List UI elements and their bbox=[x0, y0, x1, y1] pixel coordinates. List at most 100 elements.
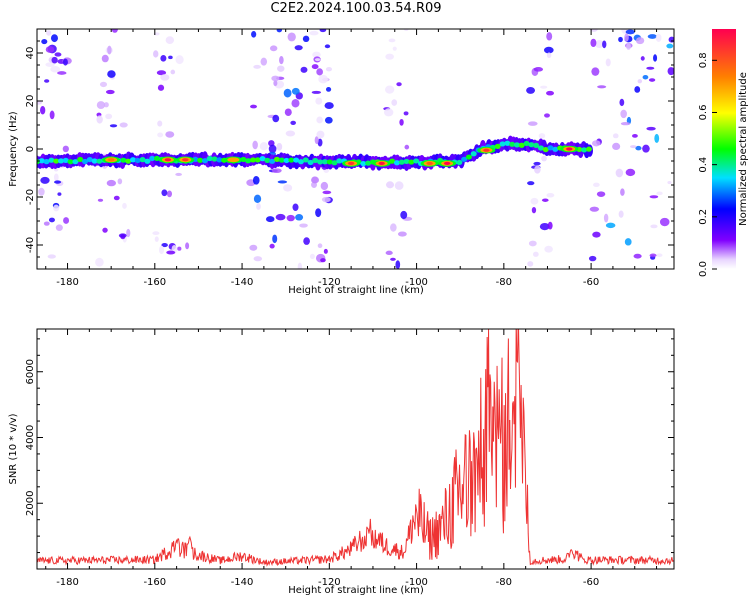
noise-blob bbox=[53, 173, 59, 182]
ridge-core-cell bbox=[533, 142, 540, 148]
ridge-core-cell bbox=[278, 157, 285, 163]
noise-blob bbox=[541, 198, 549, 202]
noise-blob bbox=[612, 142, 621, 151]
colorbar-tick-label: 0.8 bbox=[698, 52, 709, 68]
noise-blob bbox=[533, 67, 544, 72]
noise-blob bbox=[603, 213, 609, 223]
noise-blob bbox=[96, 115, 103, 124]
noise-blob bbox=[302, 35, 310, 43]
colorbar: 0.0 0.2 0.4 0.6 0.8 Normalized spectral ampl… bbox=[698, 29, 749, 277]
noise-blob bbox=[320, 258, 326, 263]
x-tick-label: -140 bbox=[231, 277, 254, 288]
noise-blob bbox=[117, 178, 123, 185]
ridge-core-cell bbox=[81, 158, 88, 165]
noise-blob bbox=[546, 52, 552, 59]
noise-blob bbox=[41, 39, 48, 45]
noise-blob bbox=[53, 204, 60, 212]
noise-blob bbox=[632, 134, 638, 138]
noise-blob bbox=[111, 29, 118, 33]
noise-blob bbox=[626, 43, 631, 50]
noise-blob bbox=[590, 38, 597, 48]
ridge-core-cell bbox=[393, 160, 400, 166]
x-tick-label: -80 bbox=[496, 577, 512, 588]
noise-blob bbox=[314, 58, 321, 62]
x-tick-label: -100 bbox=[405, 577, 428, 588]
spectrogram-axes: -180 -160 -140 -120 -100 -80 -60 -40 -20 0 20 40 bbox=[25, 29, 674, 288]
y-tick-label: 6000 bbox=[25, 359, 36, 384]
ridge-peak-core bbox=[483, 148, 490, 152]
noise-blob bbox=[113, 195, 120, 201]
ridge-core-cell bbox=[273, 156, 280, 162]
noise-blob bbox=[635, 37, 645, 45]
noise-blob bbox=[297, 262, 303, 269]
colorbar-tick-label: 0.6 bbox=[698, 105, 709, 121]
ridge-core-cell bbox=[542, 146, 549, 153]
noise-blob bbox=[593, 182, 600, 188]
noise-blob bbox=[620, 109, 627, 119]
ridge-core-cell bbox=[125, 158, 132, 164]
ridge-core-cell bbox=[288, 157, 295, 163]
y-tick-label: -40 bbox=[25, 237, 36, 253]
ridge-core-cell bbox=[96, 158, 103, 164]
noise-blob bbox=[284, 108, 292, 117]
ridge-core-cell bbox=[48, 157, 55, 163]
noise-blob bbox=[312, 51, 321, 58]
noise-blob bbox=[646, 126, 656, 131]
spectrogram-marks bbox=[37, 29, 674, 269]
noise-blob bbox=[38, 187, 45, 196]
ridge-peak-core bbox=[230, 158, 237, 162]
noise-blob bbox=[318, 74, 328, 84]
ridge-core-cell bbox=[518, 142, 525, 148]
ridge-core-cell bbox=[528, 142, 535, 148]
noise-blob bbox=[63, 217, 70, 224]
noise-blob bbox=[385, 250, 393, 256]
noise-blob bbox=[45, 46, 55, 53]
spectrogram-panel: -180 -160 -140 -120 -100 -80 -60 -40 -20 0 20 40 He… bbox=[8, 28, 675, 296]
noise-blob bbox=[252, 175, 260, 185]
noise-blob bbox=[105, 89, 115, 95]
ridge-peak-core bbox=[566, 147, 573, 151]
noise-blob bbox=[47, 254, 56, 259]
noise-blob bbox=[403, 111, 409, 116]
noise-blob bbox=[605, 222, 616, 229]
noise-blob bbox=[546, 90, 554, 96]
y-tick-label: 4000 bbox=[25, 425, 36, 450]
ridge-core-cell bbox=[67, 159, 74, 165]
noise-blob bbox=[250, 104, 258, 109]
ridge-core-cell bbox=[269, 158, 276, 164]
noise-blob bbox=[666, 43, 674, 49]
noise-blob bbox=[391, 99, 398, 106]
noise-blob bbox=[295, 214, 304, 221]
y-tick-label: 20 bbox=[25, 95, 36, 108]
ridge-core-cell bbox=[57, 158, 64, 164]
noise-blob bbox=[546, 32, 553, 41]
noise-blob bbox=[160, 74, 170, 81]
ridge-core-cell bbox=[129, 157, 136, 163]
x-tick-label: -180 bbox=[56, 577, 79, 588]
x-tick-label: -100 bbox=[405, 277, 428, 288]
ridge-core-cell bbox=[86, 156, 93, 163]
noise-blob bbox=[591, 67, 600, 76]
noise-blob bbox=[317, 138, 323, 147]
noise-blob bbox=[655, 33, 662, 42]
noise-blob bbox=[324, 44, 331, 49]
noise-blob bbox=[323, 248, 328, 254]
ridge-core-cell bbox=[523, 140, 530, 147]
noise-blob bbox=[168, 55, 173, 60]
noise-blob bbox=[534, 165, 541, 174]
noise-blob bbox=[253, 256, 263, 262]
noise-blob bbox=[620, 121, 631, 126]
noise-blob bbox=[531, 206, 537, 214]
colorbar-ticks: 0.0 0.2 0.4 0.6 0.8 bbox=[698, 52, 717, 277]
noise-blob bbox=[57, 192, 62, 196]
colorbar-label: Normalized spectral amplitude bbox=[738, 72, 749, 226]
noise-blob bbox=[283, 88, 292, 98]
noise-blob bbox=[392, 46, 397, 51]
noise-blob bbox=[640, 56, 645, 61]
noise-blob bbox=[311, 90, 322, 94]
noise-blob bbox=[311, 64, 319, 70]
noise-blob bbox=[259, 142, 269, 151]
noise-blob bbox=[175, 55, 184, 65]
noise-blob bbox=[158, 245, 165, 255]
ridge-core-cell bbox=[470, 151, 477, 157]
